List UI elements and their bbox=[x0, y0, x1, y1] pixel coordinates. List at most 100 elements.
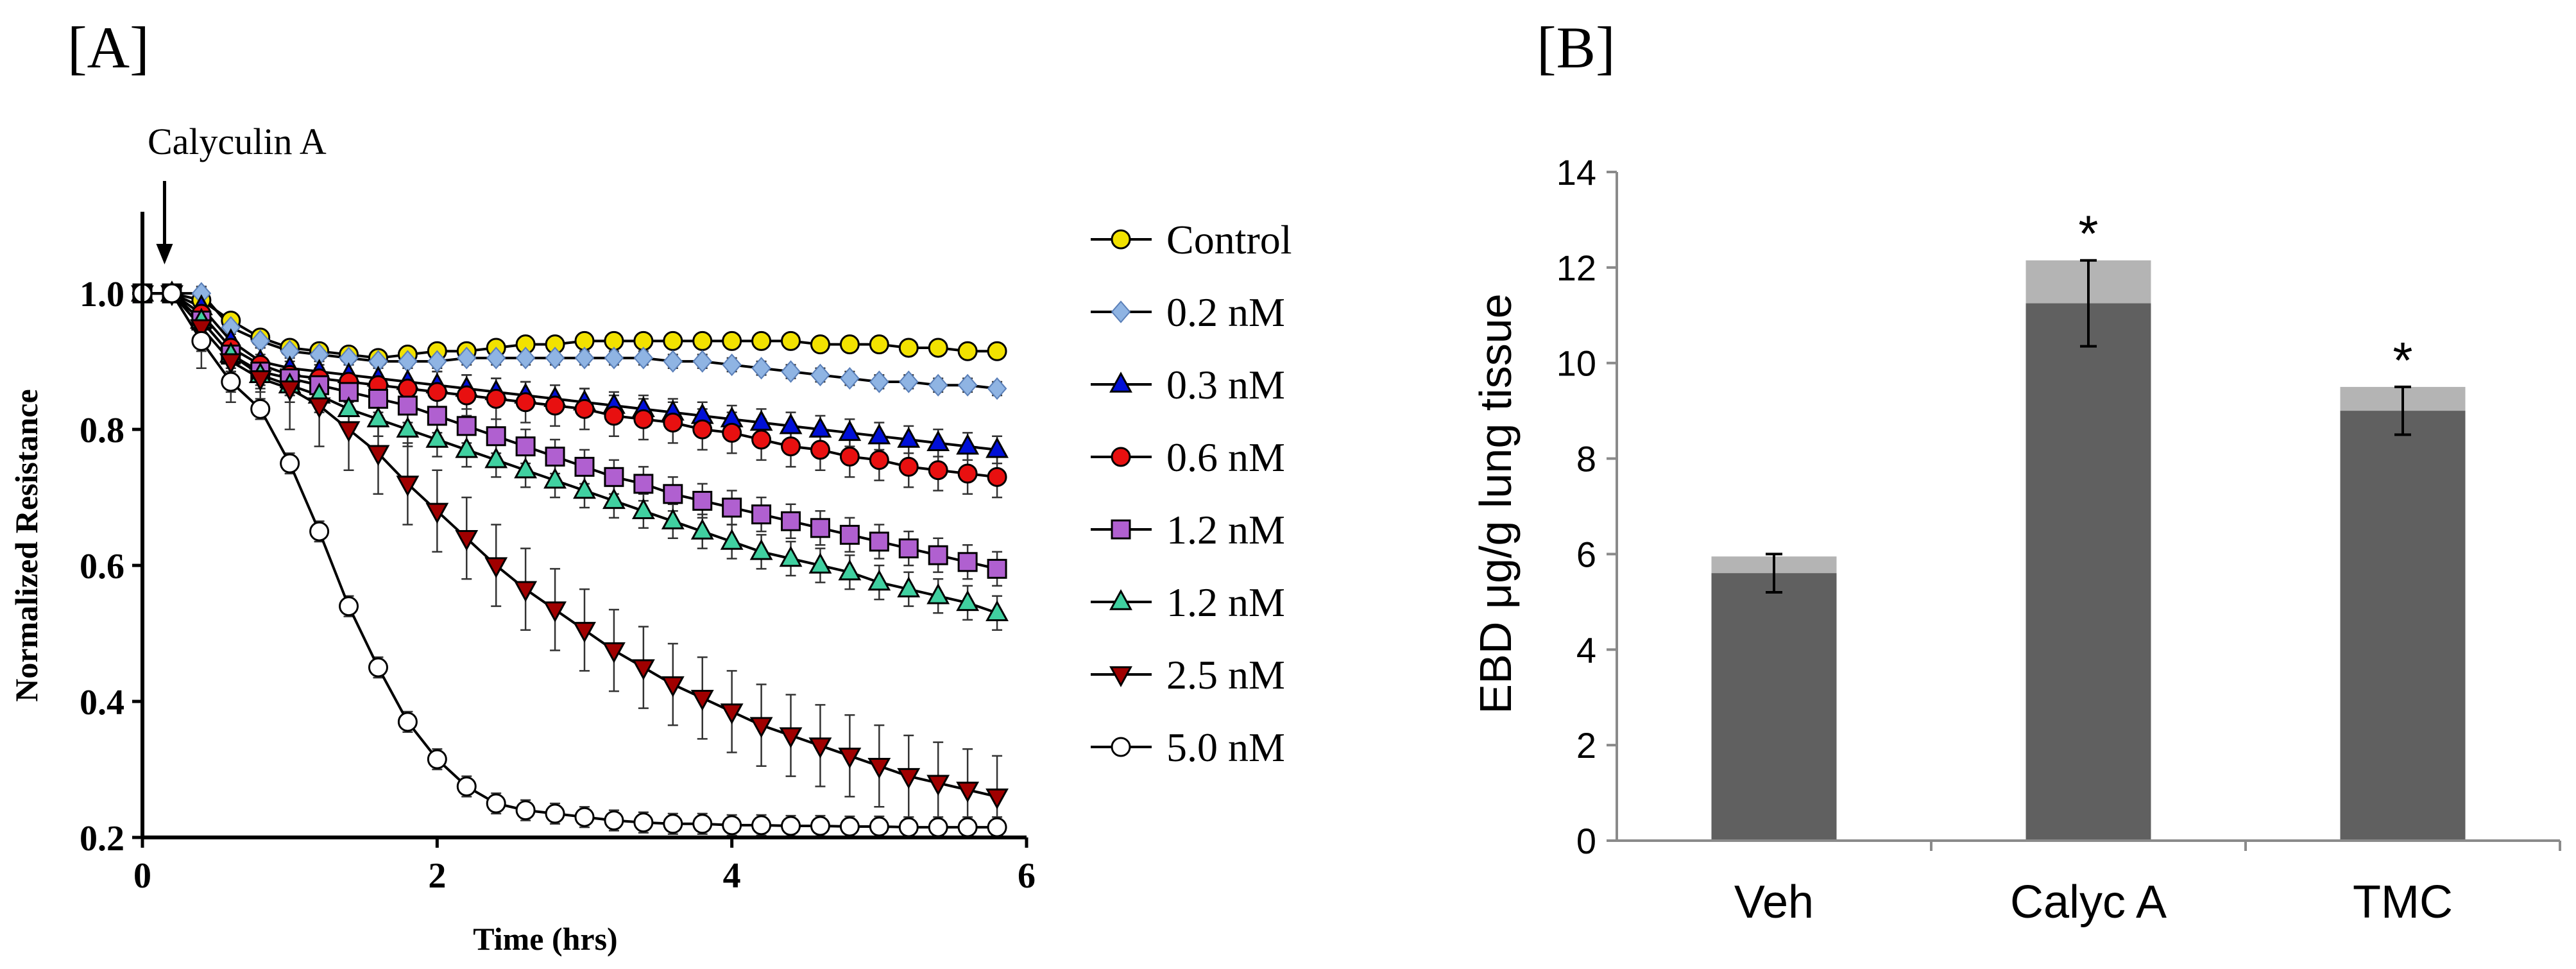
series-4-point bbox=[486, 426, 506, 447]
series-1-point bbox=[515, 347, 536, 370]
series-6-point bbox=[484, 557, 508, 578]
series-4-point bbox=[397, 395, 418, 416]
series-5-point bbox=[897, 576, 921, 597]
legend-label: 0.3 nM bbox=[1166, 362, 1285, 407]
series-5-point bbox=[573, 477, 596, 499]
series-6-point bbox=[808, 737, 832, 759]
series-3-point bbox=[928, 460, 948, 481]
series-3-point bbox=[839, 447, 860, 467]
series-6-point bbox=[985, 788, 1009, 810]
series-7-point bbox=[987, 817, 1007, 837]
series-3-point bbox=[781, 436, 801, 457]
series-7-point bbox=[633, 812, 654, 833]
series-5-point bbox=[543, 467, 567, 489]
series-2-point bbox=[808, 416, 832, 438]
panel-a-x-tick-label: 2 bbox=[428, 856, 446, 896]
series-6-point bbox=[307, 397, 331, 418]
series-1-point bbox=[663, 350, 683, 373]
series-4-point bbox=[869, 531, 889, 552]
series-0-point bbox=[898, 338, 919, 358]
series-5-point bbox=[396, 416, 420, 438]
panel-b-label: [B] bbox=[1537, 15, 1616, 80]
legend-label: 1.2 nM bbox=[1166, 579, 1285, 625]
series-4-point bbox=[692, 490, 713, 511]
series-4-point bbox=[368, 388, 388, 409]
legend-marker bbox=[1111, 300, 1131, 323]
series-3-point bbox=[692, 419, 713, 440]
series-7-point bbox=[810, 816, 830, 836]
panel-a: [A] 0.2 0.4 0.6 0.8 1.0 0 2 4 6 Calyculin A Time… bbox=[8, 15, 1292, 957]
series-6-point bbox=[219, 353, 243, 375]
series-7-point bbox=[280, 453, 300, 474]
series-1-point bbox=[574, 347, 595, 370]
calyculin-annotation: Calyculin A bbox=[148, 121, 327, 264]
series-2-point bbox=[779, 413, 803, 434]
series-7-point bbox=[339, 596, 359, 617]
series-0-point bbox=[751, 330, 772, 351]
series-7-point bbox=[427, 749, 447, 769]
series-6-point bbox=[720, 703, 744, 725]
series-4-point bbox=[928, 545, 948, 565]
series-5-point bbox=[337, 396, 361, 418]
series-0-point bbox=[928, 338, 948, 358]
legend-marker bbox=[1109, 372, 1132, 393]
series-1-point bbox=[427, 350, 447, 373]
series-5-point bbox=[602, 488, 626, 510]
series-2-point bbox=[838, 420, 862, 442]
series-6-point bbox=[366, 445, 390, 467]
series-3-point bbox=[957, 463, 978, 484]
category-label-1: Calyc A bbox=[2010, 877, 2167, 928]
series-6-point bbox=[897, 767, 921, 789]
series-6-point bbox=[779, 727, 803, 748]
series-5-point bbox=[484, 447, 508, 468]
series-1-point bbox=[633, 347, 654, 370]
series-3-point bbox=[604, 406, 624, 426]
series-0-point bbox=[663, 330, 683, 351]
series-1-point bbox=[751, 357, 771, 380]
series-7-point bbox=[604, 810, 624, 831]
series-3-point bbox=[427, 382, 447, 402]
series-5-point bbox=[985, 600, 1009, 621]
series-5-point bbox=[926, 583, 950, 605]
panel-a-y-axis-label: Normalized Resistance bbox=[8, 389, 44, 701]
legend-label: 0.6 nM bbox=[1166, 434, 1285, 480]
series-3-point bbox=[810, 440, 830, 460]
series-7-point bbox=[928, 817, 948, 837]
series-7-point bbox=[663, 814, 683, 834]
series-1-point bbox=[898, 370, 919, 393]
legend-marker bbox=[1111, 519, 1131, 540]
series-3-point bbox=[898, 456, 919, 477]
series-7-point bbox=[162, 283, 182, 304]
series-3-point bbox=[633, 409, 654, 429]
series-1-point bbox=[604, 347, 624, 370]
panel-b-y-tick-label: 14 bbox=[1557, 152, 1596, 193]
panel-a-label: [A] bbox=[67, 15, 149, 80]
panel-a-y-tick-label: 0.6 bbox=[80, 547, 124, 587]
category-label-2: TMC bbox=[2353, 877, 2453, 928]
series-0-point bbox=[869, 334, 889, 355]
series-0-point bbox=[957, 341, 978, 361]
legend-label: 1.2 nM bbox=[1166, 507, 1285, 553]
calyculin-arrow-head bbox=[156, 244, 173, 264]
panel-b-y-tick-label: 6 bbox=[1576, 534, 1596, 574]
series-4-point bbox=[839, 524, 860, 545]
significance-star-1: * bbox=[2078, 205, 2098, 262]
series-3-point bbox=[663, 413, 683, 433]
panel-a-markers bbox=[131, 280, 1009, 837]
series-6-point bbox=[248, 370, 272, 391]
series-1-point bbox=[928, 373, 948, 397]
series-1-point bbox=[486, 347, 506, 370]
bar-2 bbox=[2340, 411, 2466, 841]
series-6-point bbox=[514, 581, 538, 603]
series-7-point bbox=[191, 330, 212, 351]
series-1-point bbox=[692, 350, 713, 373]
series-5-point bbox=[366, 406, 390, 427]
series-7-point bbox=[957, 817, 978, 837]
series-4-point bbox=[987, 558, 1007, 579]
legend-label: 5.0 nM bbox=[1166, 725, 1285, 770]
panel-a-axes bbox=[141, 212, 1027, 839]
series-6-point bbox=[573, 622, 596, 643]
series-7-point bbox=[397, 712, 418, 732]
series-1-point bbox=[722, 353, 742, 377]
bar-0 bbox=[1711, 573, 1837, 841]
